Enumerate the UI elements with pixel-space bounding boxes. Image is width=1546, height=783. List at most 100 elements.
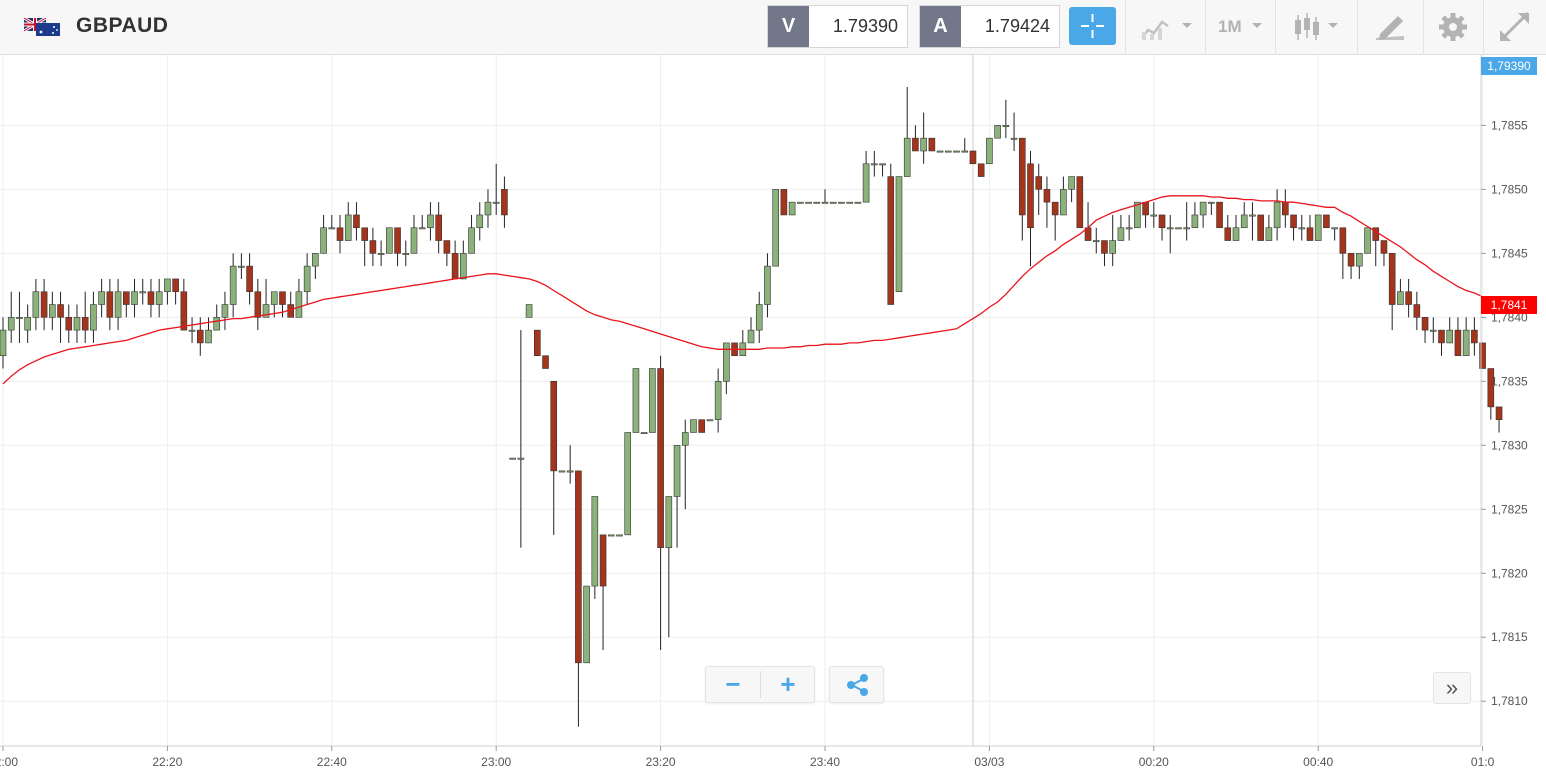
candle-down (1405, 291, 1412, 305)
current-price-label: 1,79390 (1487, 59, 1531, 73)
candle-down (698, 419, 706, 433)
candle-down (1076, 176, 1084, 229)
candle-down (1471, 329, 1478, 344)
candle-down (928, 137, 936, 152)
candle-down (81, 317, 89, 331)
line-chart-icon (1141, 20, 1192, 40)
candle-up (90, 304, 97, 331)
chevron-down-icon (1252, 23, 1262, 28)
chart-grid (0, 55, 1484, 746)
candle-up (155, 291, 163, 305)
scroll-to-latest-button[interactable]: » (1433, 672, 1471, 704)
crosshair-button[interactable] (1069, 7, 1116, 45)
candle-up (303, 265, 311, 293)
candle-up (854, 201, 862, 204)
candle-up (1117, 227, 1125, 241)
candle-down (550, 381, 558, 472)
candle-up (903, 137, 911, 177)
candle-up (24, 317, 31, 331)
y-tick-label: 1,7845 (1491, 246, 1528, 260)
candle-down (1347, 253, 1355, 267)
candle-up (1356, 253, 1363, 267)
candle-down (1306, 227, 1314, 241)
candle-up (1429, 329, 1437, 332)
candle-up (1397, 291, 1404, 305)
ma-price-label: 1,7841 (1490, 297, 1528, 312)
y-tick-label: 1,7850 (1491, 182, 1528, 196)
candle-up (328, 227, 336, 230)
candle-up (558, 470, 566, 473)
bid-quote[interactable]: V 1.79390 (767, 5, 908, 48)
candle-down (1495, 406, 1503, 420)
candle-up (1191, 214, 1199, 229)
candle-up (961, 150, 969, 153)
timeframe-button[interactable]: 1M (1205, 0, 1275, 55)
candle-down (1388, 253, 1396, 305)
candle-down (1216, 201, 1223, 229)
candle-up (1462, 329, 1470, 357)
candle-up (1364, 227, 1371, 254)
candle-down (1413, 304, 1421, 318)
candle-up (73, 317, 81, 331)
candle-up (838, 201, 845, 204)
chart-type-button[interactable] (1125, 0, 1205, 55)
candle-up (238, 265, 245, 268)
candle-up (320, 227, 327, 254)
candle-down (1051, 201, 1059, 216)
moving-average-line (2, 195, 1500, 385)
candle-down (1421, 317, 1429, 331)
x-tick-label: 23:00 (481, 755, 511, 769)
candle-up (1068, 176, 1075, 190)
y-tick-label: 1,7810 (1491, 694, 1528, 708)
price-chart[interactable]: 1,7855 1,7850 1,7845 1,7840 1,7835 1,7830 1,78… (0, 55, 1546, 783)
candle-up (476, 214, 484, 229)
candle-up (624, 432, 632, 536)
candle-down (394, 227, 401, 254)
candle-down (780, 189, 788, 216)
candle-down (887, 176, 895, 305)
candle-up (525, 304, 533, 318)
candle-down (1290, 214, 1297, 229)
x-tick-label: 01:0 (1471, 755, 1495, 769)
candle-down (254, 291, 262, 318)
y-tick-label: 1,7825 (1491, 502, 1528, 516)
candle-up (386, 227, 393, 254)
candle-up (270, 291, 278, 305)
candle-up (1298, 227, 1306, 230)
settings-button[interactable] (1423, 0, 1483, 55)
candle-down (1487, 368, 1495, 408)
crosshair-icon (1081, 14, 1104, 38)
zoom-out-button[interactable]: − (725, 669, 741, 699)
zoom-in-button[interactable]: + (780, 669, 796, 699)
candle-up (427, 214, 434, 229)
y-tick-label: 1,7815 (1491, 630, 1528, 644)
candle-down (599, 534, 607, 587)
candle-down (279, 291, 286, 305)
candle-up (1249, 214, 1256, 217)
candle-up (583, 585, 590, 664)
x-tick-label: 03/03 (974, 755, 1004, 769)
candle-up (1240, 214, 1248, 229)
ask-quote[interactable]: A 1.79424 (919, 5, 1060, 48)
candle-down (1257, 214, 1264, 241)
candle-up (1134, 201, 1141, 229)
zoom-controls: − + (705, 666, 815, 703)
share-button[interactable] (829, 666, 884, 703)
fullscreen-button[interactable] (1483, 0, 1546, 55)
candle-up (114, 291, 122, 318)
candle-up (846, 201, 853, 204)
candle-down (542, 355, 549, 369)
candle-down (353, 214, 360, 229)
candle-up (1273, 201, 1281, 229)
candle-down (172, 278, 179, 293)
candle-style-button[interactable] (1275, 0, 1357, 55)
candle-up (98, 291, 105, 305)
candle-up (1010, 137, 1018, 140)
candle-up (805, 201, 812, 204)
candle-down (1224, 227, 1232, 241)
x-tick-label: 22:20 (152, 755, 182, 769)
candle-up (221, 304, 229, 318)
candle-up (797, 201, 804, 204)
drawing-tools-button[interactable] (1357, 0, 1423, 55)
candle-up (723, 342, 730, 382)
